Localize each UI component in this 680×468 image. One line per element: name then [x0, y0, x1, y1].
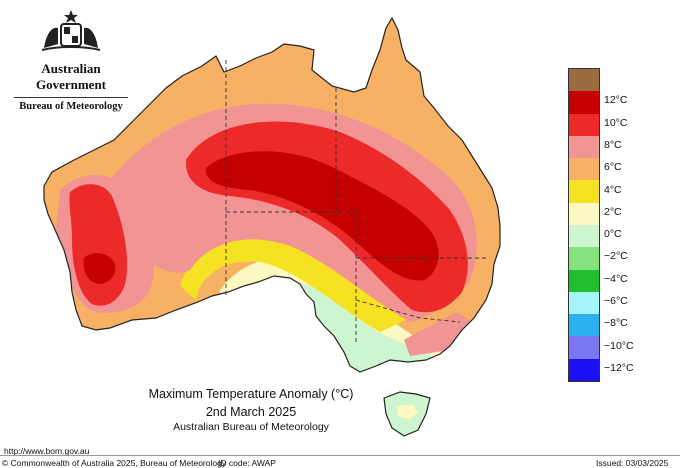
legend-swatch	[569, 291, 599, 315]
legend-label: 6°C	[604, 161, 622, 174]
footer-id-code: ID code: AWAP	[218, 458, 276, 468]
logo-divider	[14, 97, 128, 98]
legend-label: −2°C	[604, 250, 628, 263]
footer-issued: Issued: 03/03/2025	[596, 458, 669, 468]
colour-legend	[568, 68, 600, 382]
legend-label: 12°C	[604, 94, 628, 107]
legend-swatch	[569, 91, 599, 114]
map-title: Maximum Temperature Anomaly (°C)	[148, 387, 354, 401]
legend-swatch	[569, 135, 599, 159]
legend-swatch	[569, 202, 599, 225]
state-borders	[225, 60, 488, 342]
legend-swatch	[569, 358, 599, 381]
government-logo: Australian Government Bureau of Meteorol…	[8, 8, 134, 112]
map-organisation: Australian Bureau of Meteorology	[173, 421, 329, 433]
legend-label: 2°C	[604, 205, 622, 218]
legend-label: −12°C	[604, 361, 634, 374]
footer-url[interactable]: http://www.bom.gov.au	[4, 446, 90, 456]
legend-label: −4°C	[604, 272, 628, 285]
legend-swatch	[569, 224, 599, 248]
footer-divider	[0, 455, 680, 456]
legend-swatch	[569, 158, 599, 181]
coastline	[43, 16, 501, 373]
legend-label: −10°C	[604, 339, 634, 352]
legend-label: 4°C	[604, 183, 622, 196]
legend-swatch	[569, 113, 599, 136]
footer-copyright: © Commonwealth of Australia 2025, Bureau…	[2, 458, 227, 468]
legend-label: 10°C	[604, 116, 628, 129]
legend-label: −6°C	[604, 295, 628, 307]
bureau-name: Bureau of Meteorology	[19, 101, 123, 112]
legend-swatch	[569, 314, 599, 337]
government-name: Australian Government	[35, 61, 107, 92]
map-date: 2nd March 2025	[205, 405, 297, 419]
legend-swatch	[569, 336, 599, 359]
coat-of-arms-icon	[41, 10, 101, 51]
legend-label: 0°C	[604, 228, 622, 241]
legend-label: −8°C	[604, 317, 628, 330]
legend-label: 8°C	[604, 139, 622, 151]
legend-swatch	[569, 69, 599, 92]
legend-swatch	[569, 269, 599, 292]
legend-swatch	[569, 180, 599, 203]
legend-swatch	[569, 247, 599, 270]
